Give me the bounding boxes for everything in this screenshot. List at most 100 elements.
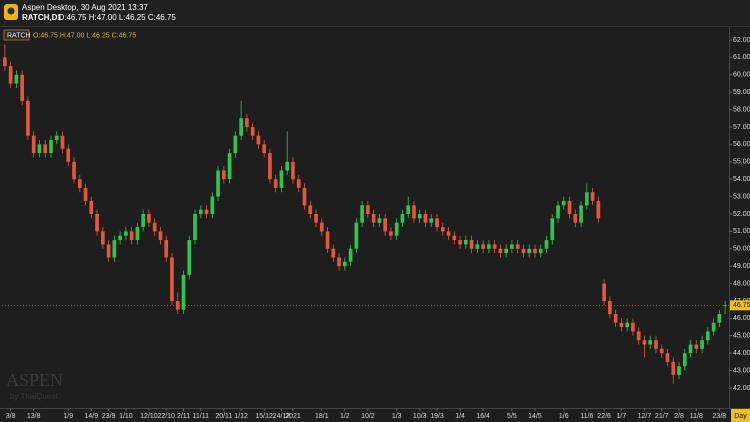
candle-body bbox=[550, 218, 555, 241]
watermark-by: by ThaiQuest bbox=[10, 392, 58, 401]
candle-body bbox=[135, 227, 140, 241]
candle-body bbox=[435, 218, 439, 228]
candle-body bbox=[481, 244, 485, 249]
candle-body bbox=[95, 213, 99, 232]
candle-body bbox=[527, 248, 532, 254]
y-tick-label: 43.00 bbox=[733, 367, 750, 374]
x-tick-label: 5/5 bbox=[507, 413, 517, 420]
candle-body bbox=[371, 213, 376, 223]
candle-body bbox=[567, 200, 572, 214]
legend-symbol-box[interactable] bbox=[3, 29, 30, 41]
y-tick-label: 56.00 bbox=[733, 141, 750, 148]
x-tick-label: 23/8 bbox=[713, 413, 727, 420]
candle-body bbox=[573, 213, 578, 223]
y-tick-label: 51.00 bbox=[733, 228, 750, 235]
x-tick-label: 2/8 bbox=[674, 413, 684, 420]
candle-body bbox=[268, 153, 272, 180]
candle-body bbox=[584, 192, 589, 206]
candle-body bbox=[181, 274, 186, 310]
candle-body bbox=[43, 144, 48, 154]
candle-body bbox=[487, 244, 491, 249]
candle-body bbox=[556, 205, 560, 219]
candle-body bbox=[8, 66, 13, 84]
x-tick-label: 10/2 bbox=[361, 413, 375, 420]
candle-body bbox=[348, 248, 353, 262]
x-tick-label: 23/9 bbox=[102, 413, 116, 420]
candle-body bbox=[705, 331, 710, 341]
candle-body bbox=[164, 240, 169, 258]
y-tick-label: 46.00 bbox=[733, 315, 750, 322]
candle-body bbox=[694, 344, 699, 349]
candle-body bbox=[72, 161, 76, 180]
x-tick-label: 1/7 bbox=[617, 413, 627, 420]
candle-body bbox=[711, 322, 716, 332]
y-tick-label: 54.00 bbox=[733, 176, 750, 183]
y-tick-label: 53.00 bbox=[733, 193, 750, 200]
candle-body bbox=[147, 213, 151, 223]
candle-body bbox=[458, 240, 462, 245]
app-icon-mark bbox=[7, 7, 15, 15]
x-tick-label: 21/7 bbox=[655, 413, 669, 420]
candle-body bbox=[631, 322, 635, 332]
candle-body bbox=[302, 187, 307, 206]
candle-body bbox=[239, 118, 243, 136]
candle-body bbox=[175, 300, 180, 310]
candle-body bbox=[77, 179, 82, 188]
candle-body bbox=[233, 135, 238, 154]
candle-body bbox=[579, 205, 583, 223]
header-bar bbox=[0, 0, 750, 26]
x-tick-label: 11/11 bbox=[193, 413, 210, 420]
x-tick-label: 18/1 bbox=[315, 413, 329, 420]
y-tick-label: 58.00 bbox=[733, 106, 750, 113]
candle-body bbox=[642, 340, 647, 345]
candle-body bbox=[608, 300, 612, 315]
x-tick-label: 22/10 bbox=[157, 413, 175, 420]
candle-body bbox=[83, 187, 88, 201]
candle-body bbox=[688, 344, 693, 354]
candle-body bbox=[54, 135, 59, 141]
candle-body bbox=[700, 340, 704, 349]
quote: O:46.75 H:47.00 L:46.25 C:46.75 bbox=[58, 13, 176, 22]
x-tick-label: 13/8 bbox=[27, 413, 41, 420]
candle-body bbox=[124, 231, 128, 236]
candle-body bbox=[250, 127, 255, 136]
candle-body bbox=[394, 222, 399, 236]
candle-body bbox=[354, 222, 359, 249]
candle-body bbox=[285, 161, 290, 171]
candle-body bbox=[510, 244, 514, 249]
x-tick-label: 20/11 bbox=[215, 413, 232, 420]
y-tick-label: 42.00 bbox=[733, 385, 750, 392]
candle-body bbox=[665, 353, 670, 362]
candle-body bbox=[360, 205, 364, 223]
period: Day bbox=[734, 413, 747, 420]
candle-body bbox=[331, 248, 336, 258]
candle-body bbox=[193, 213, 197, 241]
candle-body bbox=[412, 205, 416, 219]
x-tick-label: 22/6 bbox=[597, 413, 611, 420]
candle-body bbox=[613, 314, 618, 323]
x-tick-label: 10/3 bbox=[413, 413, 427, 420]
candle-body bbox=[717, 314, 722, 323]
candle-body bbox=[648, 340, 653, 345]
candle-body bbox=[158, 231, 163, 241]
candle-body bbox=[308, 205, 313, 214]
period-box[interactable] bbox=[731, 409, 750, 422]
candle-body bbox=[14, 74, 19, 84]
candle-body bbox=[596, 200, 601, 219]
candle-body bbox=[429, 218, 434, 223]
x-tick-label: 1/4 bbox=[455, 413, 465, 420]
candle-body bbox=[187, 240, 192, 275]
candle-body bbox=[89, 200, 94, 214]
x-tick-label: 2021 bbox=[285, 413, 301, 420]
y-tick-label: 49.00 bbox=[733, 263, 750, 270]
candle-body bbox=[37, 144, 42, 154]
x-tick-label: 1/12 bbox=[234, 413, 248, 420]
x-tick-label: 14/5 bbox=[528, 413, 542, 420]
candle-body bbox=[26, 100, 30, 136]
candle-body bbox=[389, 231, 393, 236]
candle-body bbox=[602, 283, 606, 301]
watermark: ASPEN bbox=[6, 370, 63, 390]
x-tick-label: 12/10 bbox=[140, 413, 158, 420]
candle-body bbox=[475, 244, 480, 249]
